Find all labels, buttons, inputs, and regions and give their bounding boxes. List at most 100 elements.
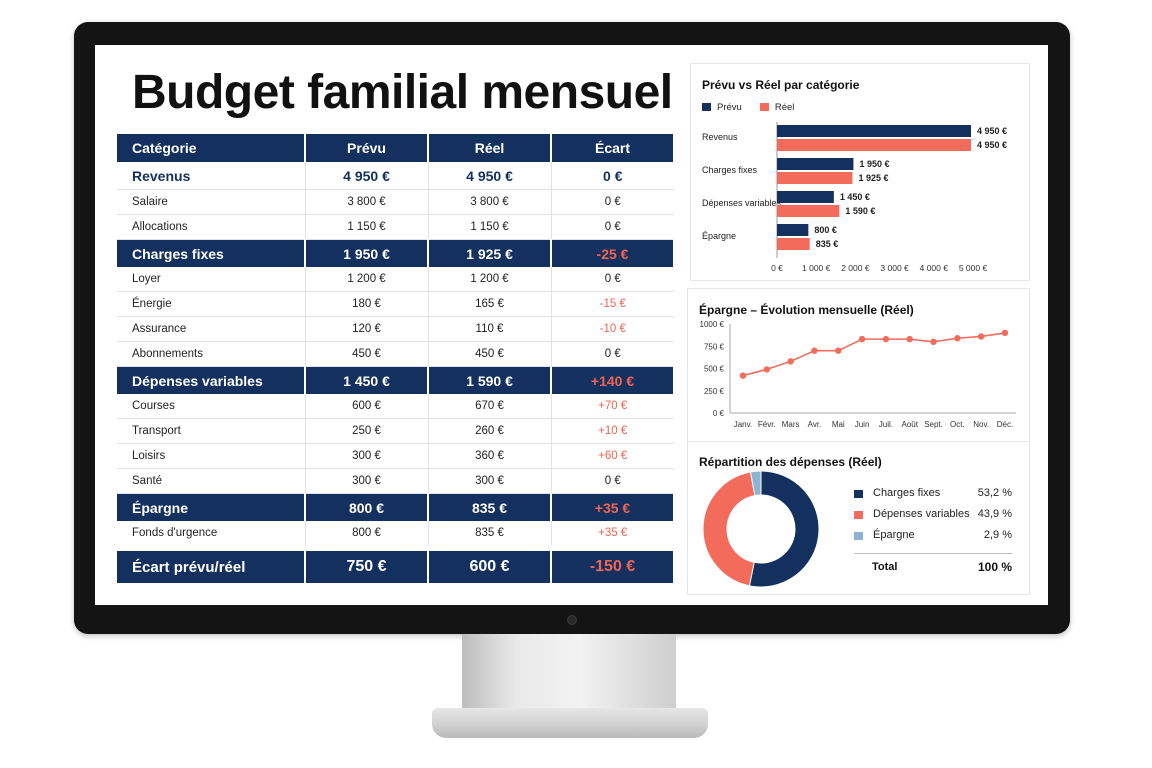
line-y-tick-label: 1000 €	[700, 320, 725, 329]
monitor-screen: Budget familial mensuel Catégorie Prévu …	[95, 45, 1048, 605]
header-ecart: Écart	[551, 134, 675, 162]
total-label: Écart prévu/réel	[117, 545, 306, 583]
section-reel: 835 €	[428, 493, 552, 521]
table-row: Fonds d'urgence 800 € 835 € +35 €	[117, 521, 674, 549]
row-reel: 110 €	[428, 316, 552, 342]
line-x-tick-label: Avr.	[808, 420, 822, 429]
bar-value-label: 4 950 €	[977, 126, 1007, 136]
bar-category-label: Dépenses variables	[702, 198, 782, 208]
row-ecart: 0 €	[551, 468, 674, 494]
legend-label-reel: Réel	[774, 102, 795, 113]
row-ecart: 0 €	[551, 189, 674, 215]
line-x-tick-label: Sept.	[924, 420, 943, 429]
legend-pct: 2,9 %	[983, 529, 1012, 541]
section-row-epargne: Épargne 800 € 835 € +35 €	[117, 493, 675, 521]
legend-label-prevu: Prévu	[717, 102, 742, 113]
row-reel: 300 €	[428, 468, 552, 494]
section-label: Revenus	[117, 162, 306, 190]
row-label: Loyer	[117, 267, 306, 292]
legend-item-reel: Réel	[759, 102, 795, 113]
row-label: Fonds d'urgence	[117, 521, 306, 549]
row-reel: 260 €	[428, 418, 552, 444]
section-ecart: +35 €	[551, 493, 675, 521]
section-reel: 1 590 €	[428, 366, 552, 394]
bar-chart-title: Prévu vs Réel par catégorie	[702, 78, 860, 92]
row-prevu: 3 800 €	[305, 189, 429, 215]
line-point	[1001, 329, 1009, 337]
legend-pct: 53,2 %	[977, 487, 1012, 499]
total-row: Écart prévu/réel 750 € 600 € -150 €	[117, 545, 675, 583]
line-point	[882, 335, 890, 343]
page-title: Budget familial mensuel	[132, 66, 673, 119]
legend-label: Épargne	[873, 529, 915, 541]
section-reel: 1 925 €	[428, 239, 552, 267]
section-ecart: +140 €	[551, 366, 675, 394]
section-prevu: 1 450 €	[305, 366, 429, 394]
row-reel: 835 €	[428, 521, 552, 549]
line-x-tick-label: Mai	[832, 420, 845, 429]
line-point	[858, 335, 866, 343]
row-reel: 165 €	[428, 291, 552, 317]
row-label: Abonnements	[117, 341, 306, 367]
table-row: Assurance 120 € 110 € -10 €	[117, 316, 674, 342]
row-prevu: 600 €	[305, 394, 429, 419]
row-ecart: 0 €	[551, 267, 674, 292]
bar-category-label: Revenus	[702, 132, 738, 142]
row-ecart: -10 €	[551, 316, 674, 342]
bar-value-label: 1 950 €	[859, 159, 889, 169]
section-row-charges-fixes: Charges fixes 1 950 € 1 925 € -25 €	[117, 239, 675, 267]
donut-chart-svg	[702, 470, 820, 588]
line-y-tick-label: 500 €	[704, 365, 725, 374]
table-row: Courses 600 € 670 € +70 €	[117, 394, 674, 419]
legend-pct: 43,9 %	[977, 508, 1012, 520]
line-y-tick-label: 750 €	[704, 342, 725, 351]
row-reel: 1 200 €	[428, 267, 552, 292]
legend-swatch-charges-fixes	[854, 490, 863, 498]
bar-x-tick-label: 0 €	[771, 263, 783, 273]
line-point	[739, 372, 747, 379]
line-chart-svg: 0 € 250 € 500 € 750 € 1000 € Janv. Févr. Mars Av…	[700, 320, 1016, 429]
bar-x-tick-label: 4 000 €	[920, 263, 949, 273]
row-label: Salaire	[117, 189, 306, 215]
line-point	[763, 366, 771, 373]
bar-value-label: 835 €	[816, 239, 839, 249]
row-reel: 360 €	[428, 443, 552, 469]
table-header-row: Catégorie Prévu Réel Écart	[117, 134, 675, 162]
row-label: Énergie	[117, 291, 306, 317]
row-ecart: 0 €	[551, 214, 674, 240]
bar-chart-panel: Prévu vs Réel par catégorie Prévu Réel R…	[690, 63, 1030, 281]
bar-x-tick-label: 1 000 €	[802, 263, 831, 273]
section-row-depenses-variables: Dépenses variables 1 450 € 1 590 € +140 …	[117, 366, 675, 394]
donut-chart-panel: Répartition des dépenses (Réel) Charges …	[687, 441, 1030, 595]
monitor-camera-dot	[567, 615, 577, 625]
section-label: Dépenses variables	[117, 366, 306, 394]
table-row: Loisirs 300 € 360 € +60 €	[117, 443, 674, 469]
line-point	[811, 347, 818, 354]
donut-legend-row: Épargne 2,9 %	[854, 528, 1016, 549]
donut-legend-row: Dépenses variables 43,9 %	[854, 507, 1016, 528]
row-label: Allocations	[117, 214, 306, 240]
legend-item-prevu: Prévu	[702, 102, 742, 113]
monitor-stand-neck	[462, 634, 676, 714]
row-ecart: +35 €	[551, 521, 674, 549]
table-row: Allocations 1 150 € 1 150 € 0 €	[117, 214, 674, 240]
line-x-tick-label: Févr.	[758, 420, 776, 429]
bar-reel	[777, 139, 972, 151]
row-prevu: 1 150 €	[305, 214, 429, 240]
line-x-tick-label: Juin	[855, 420, 870, 429]
row-ecart: 0 €	[551, 341, 674, 367]
bar-reel	[777, 205, 840, 217]
row-prevu: 300 €	[305, 468, 429, 494]
row-ecart: +10 €	[551, 418, 674, 444]
line-x-tick-label: Janv.	[734, 420, 753, 429]
bar-category-label: Épargne	[702, 231, 736, 241]
row-label: Loisirs	[117, 443, 306, 469]
line-x-tick-label: Août	[901, 420, 918, 429]
table-row: Abonnements 450 € 450 € 0 €	[117, 341, 674, 367]
row-label: Courses	[117, 394, 306, 419]
header-prevu: Prévu	[305, 134, 429, 162]
legend-swatch-depenses-variables	[854, 511, 863, 519]
row-prevu: 120 €	[305, 316, 429, 342]
row-ecart: +70 €	[551, 394, 674, 419]
line-chart-title: Épargne – Évolution mensuelle (Réel)	[699, 303, 914, 317]
